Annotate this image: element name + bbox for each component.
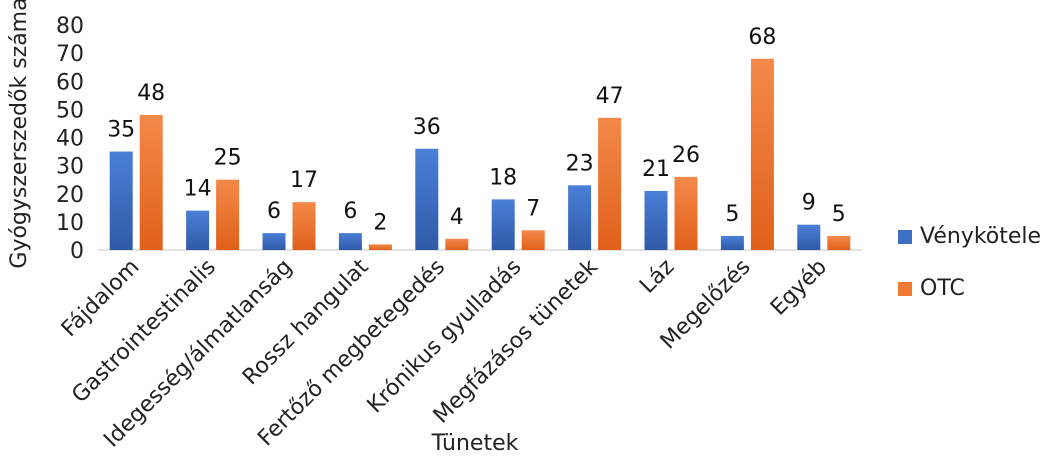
- bar-otc: [445, 238, 469, 250]
- data-label: 48: [137, 81, 165, 106]
- bar-venykoteles: [262, 233, 286, 250]
- category-label: Gastrointestinalis: [67, 255, 221, 409]
- bar-otc: [827, 235, 851, 250]
- bar-otc: [368, 244, 392, 250]
- y-tick-label: 50: [56, 98, 84, 123]
- data-label: 68: [748, 25, 776, 50]
- data-label: 5: [725, 202, 739, 227]
- data-label: 23: [566, 151, 594, 176]
- bar-otc: [216, 179, 240, 250]
- bar-otc: [750, 58, 774, 250]
- bar-venykoteles: [491, 199, 515, 250]
- y-axis-ticks: 0 10 20 30 40 50 60 70 80: [56, 14, 84, 264]
- bar-venykoteles: [109, 151, 133, 250]
- category-label: Egyéb: [766, 255, 832, 321]
- data-label: 17: [290, 168, 318, 193]
- bar-otc: [292, 202, 316, 250]
- data-label: 7: [526, 196, 540, 221]
- bar-venykoteles: [415, 148, 439, 250]
- bar-otc: [598, 117, 622, 250]
- bar-venykoteles: [644, 190, 668, 250]
- y-axis-title: Gyógyszerszedők száma: [7, 0, 32, 269]
- category-label: Krónikus gyulladás: [363, 255, 527, 419]
- data-label: 26: [672, 143, 700, 168]
- bar-venykoteles: [568, 185, 592, 250]
- data-label: 47: [596, 84, 624, 109]
- y-tick-label: 10: [56, 211, 84, 236]
- data-label: 25: [214, 146, 242, 171]
- bar-venykoteles: [186, 210, 210, 250]
- data-label: 2: [373, 210, 387, 235]
- data-label: 5: [832, 202, 846, 227]
- category-label: Láz: [635, 255, 679, 299]
- data-label: 36: [413, 115, 441, 140]
- y-tick-label: 70: [56, 42, 84, 67]
- data-label: 35: [107, 118, 135, 143]
- y-tick-label: 40: [56, 127, 84, 152]
- data-label: 6: [267, 199, 281, 224]
- data-label: 21: [642, 157, 670, 182]
- y-tick-label: 30: [56, 155, 84, 180]
- data-label: 4: [450, 205, 464, 230]
- y-tick-label: 0: [70, 239, 84, 264]
- bar-otc: [674, 176, 698, 250]
- y-tick-label: 60: [56, 70, 84, 95]
- data-label: 18: [489, 165, 517, 190]
- legend-label: OTC: [920, 276, 965, 301]
- y-tick-label: 80: [56, 14, 84, 39]
- data-label: 6: [343, 199, 357, 224]
- legend-swatch: [898, 230, 912, 244]
- data-label: 14: [184, 177, 212, 202]
- bar-venykoteles: [338, 233, 362, 250]
- x-axis-title: Tünetek: [431, 431, 519, 456]
- data-label: 9: [802, 191, 816, 216]
- legend-label: Vényköteles: [920, 224, 1041, 249]
- y-tick-label: 20: [56, 183, 84, 208]
- legend: Vényköteles OTC: [898, 224, 1041, 301]
- bar-venykoteles: [797, 224, 821, 250]
- bar-otc: [139, 115, 163, 250]
- category-labels: FájdalomGastrointestinalisIdegesség/álma…: [57, 254, 832, 452]
- bar-otc: [521, 230, 545, 250]
- legend-swatch: [898, 282, 912, 296]
- bar-venykoteles: [720, 235, 744, 250]
